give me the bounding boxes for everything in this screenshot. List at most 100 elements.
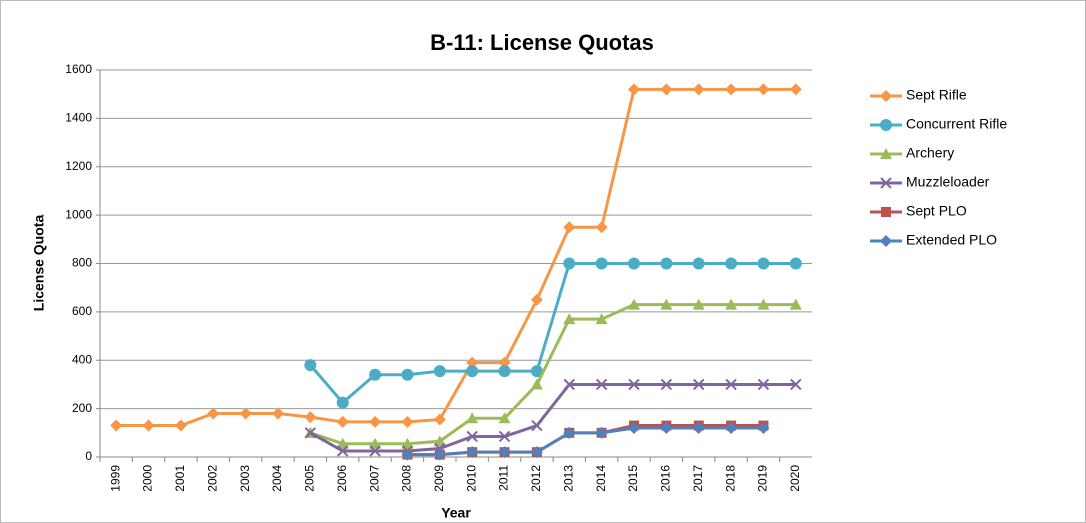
point (880, 235, 892, 247)
y-tick-label: 800 (72, 256, 92, 270)
point (628, 298, 640, 310)
point (272, 407, 284, 420)
point (466, 446, 479, 459)
series-line (309, 262, 796, 405)
x-tick-label: 2005 (303, 465, 317, 492)
x-tick-label: 2007 (367, 465, 381, 492)
point (692, 83, 705, 96)
x-tick-label: 2009 (432, 465, 446, 492)
point (110, 419, 123, 432)
x-tick-label: 2000 (141, 465, 155, 492)
point (660, 421, 673, 434)
x-tick-label: 2020 (788, 465, 802, 492)
y-tick-label: 1200 (65, 159, 92, 173)
legend-label: Concurrent Rifle (906, 116, 1007, 132)
chart-title: B-11: License Quotas (430, 30, 654, 55)
legend-label: Archery (906, 145, 954, 161)
point (880, 119, 892, 131)
x-tick-label: 2004 (270, 465, 284, 492)
point (725, 378, 737, 391)
x-tick-label: 2001 (173, 465, 187, 492)
point (757, 298, 770, 310)
series-line (309, 303, 796, 446)
x-tick-label: 2017 (691, 465, 705, 492)
point (789, 83, 802, 96)
point (498, 356, 511, 369)
x-tick-label: 2018 (723, 465, 737, 492)
x-tick-label: 2006 (335, 465, 349, 492)
point (142, 419, 155, 432)
point (725, 298, 738, 310)
point (725, 421, 738, 434)
point (660, 83, 673, 96)
y-tick-label: 1600 (65, 62, 92, 76)
series-line (116, 87, 796, 428)
x-tick-label: 2003 (238, 465, 252, 492)
point (466, 365, 479, 378)
point (881, 207, 891, 217)
point (498, 446, 511, 459)
point (174, 419, 187, 432)
point (693, 378, 705, 391)
legend-label: Muzzleloader (906, 174, 990, 190)
point (595, 257, 608, 270)
point (692, 257, 705, 270)
point (563, 313, 576, 325)
point (692, 298, 705, 310)
x-tick-label: 2013 (561, 465, 575, 492)
point (692, 421, 705, 434)
y-tick-label: 1000 (65, 207, 92, 221)
point (789, 298, 802, 310)
point (530, 365, 543, 378)
point (595, 221, 608, 234)
point (530, 446, 543, 459)
point (757, 257, 770, 270)
point (757, 421, 770, 434)
point (595, 378, 608, 391)
y-tick-label: 0 (85, 449, 92, 463)
point (628, 378, 640, 391)
point (498, 412, 511, 424)
point (790, 378, 802, 391)
point (628, 257, 640, 270)
x-tick-label: 2014 (594, 465, 608, 492)
point (401, 415, 414, 428)
point (757, 378, 770, 391)
point (304, 411, 317, 424)
point (628, 83, 640, 96)
point (531, 419, 543, 432)
point (660, 298, 673, 310)
point (880, 177, 892, 189)
point (725, 83, 738, 96)
point (498, 365, 511, 378)
point (595, 313, 608, 325)
point (433, 435, 446, 447)
y-tick-label: 600 (72, 304, 92, 318)
legend-label: Extended PLO (906, 232, 997, 248)
point (789, 257, 802, 270)
point (530, 293, 543, 306)
point (433, 365, 446, 378)
x-axis-title: Year (441, 505, 471, 521)
y-tick-label: 400 (72, 352, 92, 366)
x-tick-label: 2015 (626, 465, 640, 492)
x-tick-label: 2019 (756, 465, 770, 492)
point (336, 415, 349, 428)
point (401, 368, 414, 381)
point (369, 415, 382, 428)
x-tick-label: 2016 (659, 465, 673, 492)
point (239, 407, 252, 420)
point (433, 448, 446, 461)
x-tick-label: 2010 (464, 465, 478, 492)
x-tick-label: 2012 (529, 465, 543, 492)
point (336, 396, 349, 409)
x-tick-label: 2011 (497, 465, 511, 491)
y-tick-label: 1400 (65, 111, 92, 125)
point (498, 430, 511, 443)
point (595, 426, 608, 439)
point (304, 359, 317, 372)
point (466, 430, 478, 443)
x-tick-label: 2002 (205, 465, 219, 492)
